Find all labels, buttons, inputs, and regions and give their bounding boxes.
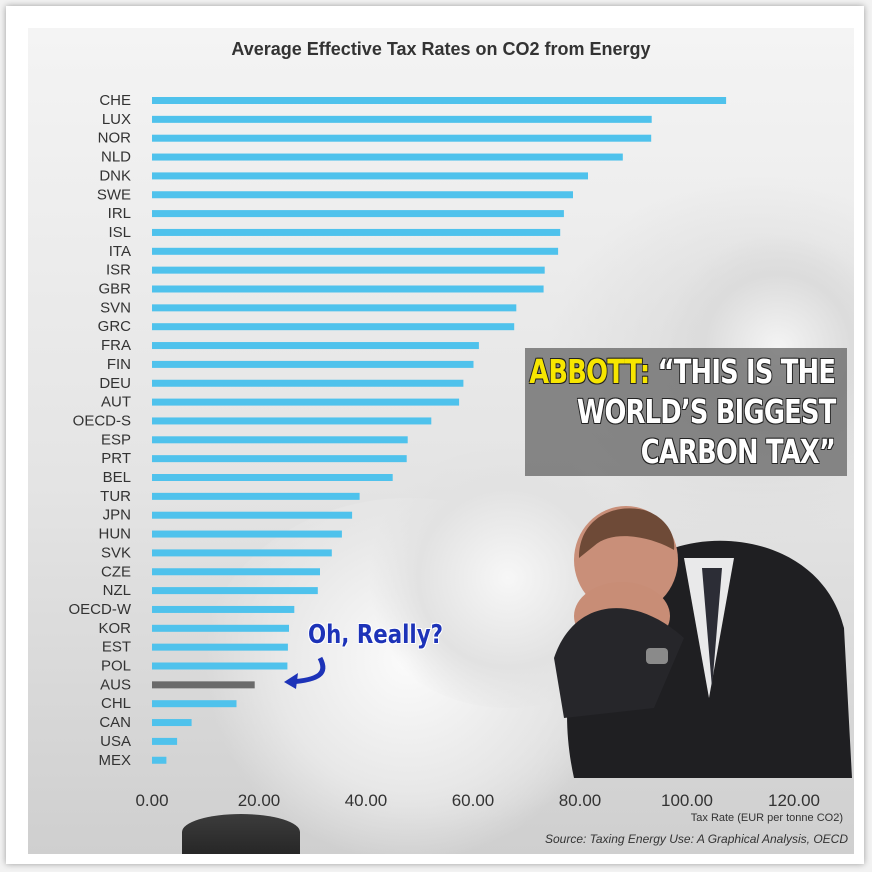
category-label-cze: CZE bbox=[101, 563, 131, 580]
bar-swe bbox=[152, 191, 573, 199]
category-label-fra: FRA bbox=[101, 337, 131, 354]
quote-line-3: CARBON TAX” bbox=[640, 432, 836, 471]
bar-deu bbox=[152, 379, 464, 387]
category-label-oecd-s: OECD-S bbox=[73, 412, 131, 429]
category-label-svn: SVN bbox=[100, 299, 131, 316]
bar-ita bbox=[152, 247, 559, 255]
bar-usa bbox=[152, 737, 178, 745]
x-tick-label: 80.00 bbox=[559, 791, 602, 810]
category-label-deu: DEU bbox=[99, 375, 131, 392]
category-label-oecd-w: OECD-W bbox=[69, 601, 132, 618]
bar-nor bbox=[152, 134, 652, 142]
callout-text: Oh, Really? bbox=[308, 620, 443, 650]
bar-isl bbox=[152, 228, 561, 236]
bar-lux bbox=[152, 115, 652, 123]
category-label-isr: ISR bbox=[106, 262, 131, 279]
category-label-nor: NOR bbox=[98, 130, 132, 147]
category-label-mex: MEX bbox=[98, 752, 131, 769]
category-label-gbr: GBR bbox=[98, 281, 131, 298]
source-note: Source: Taxing Energy Use: A Graphical A… bbox=[545, 832, 848, 846]
x-tick-label: 100.00 bbox=[661, 791, 713, 810]
bar-aus bbox=[152, 681, 255, 689]
bar-isr bbox=[152, 266, 545, 274]
quote-speaker: ABBOTT: bbox=[529, 352, 650, 391]
bar-svn bbox=[152, 304, 517, 312]
category-label-hun: HUN bbox=[99, 526, 132, 543]
bar-nld bbox=[152, 153, 623, 161]
bar-nzl bbox=[152, 587, 318, 595]
category-label-prt: PRT bbox=[101, 450, 131, 467]
quote-line-2: WORLD’S BIGGEST bbox=[576, 392, 835, 431]
bar-esp bbox=[152, 436, 408, 444]
category-label-aut: AUT bbox=[101, 394, 131, 411]
category-label-kor: KOR bbox=[98, 620, 131, 637]
bar-jpn bbox=[152, 511, 353, 519]
bars-group bbox=[152, 97, 727, 764]
category-label-esp: ESP bbox=[101, 431, 131, 448]
bar-pol bbox=[152, 662, 288, 670]
category-label-aus: AUS bbox=[100, 676, 131, 693]
bar-mex bbox=[152, 756, 167, 764]
chart-title: Average Effective Tax Rates on CO2 from … bbox=[231, 39, 650, 59]
bar-irl bbox=[152, 210, 564, 218]
bar-kor bbox=[152, 624, 289, 632]
bar-chl bbox=[152, 700, 237, 708]
bar-cze bbox=[152, 568, 320, 576]
bar-fra bbox=[152, 342, 479, 350]
x-axis-label: Tax Rate (EUR per tonne CO2) bbox=[691, 812, 843, 824]
x-tick-label: 120.00 bbox=[768, 791, 820, 810]
category-label-pol: POL bbox=[101, 658, 131, 675]
category-label-svk: SVK bbox=[101, 544, 131, 561]
category-label-swe: SWE bbox=[97, 186, 131, 203]
category-label-irl: IRL bbox=[108, 205, 131, 222]
category-label-est: EST bbox=[102, 639, 131, 656]
bar-chart: Average Effective Tax Rates on CO2 from … bbox=[69, 39, 849, 846]
bar-aut bbox=[152, 398, 460, 406]
category-label-nld: NLD bbox=[101, 149, 131, 166]
bar-gbr bbox=[152, 285, 544, 293]
category-label-ita: ITA bbox=[109, 243, 131, 260]
image-panel: Average Effective Tax Rates on CO2 from … bbox=[28, 28, 854, 854]
category-label-isl: ISL bbox=[108, 224, 131, 241]
bar-tur bbox=[152, 492, 360, 500]
x-tick-labels: 0.00 20.00 40.00 60.00 80.00 100.00 120.00 bbox=[135, 791, 820, 810]
bar-dnk bbox=[152, 172, 588, 180]
quote-box: ABBOTT: “THIS IS THE WORLD’S BIGGEST CAR… bbox=[525, 348, 847, 476]
category-label-che: CHE bbox=[99, 92, 131, 109]
category-label-grc: GRC bbox=[98, 318, 132, 335]
x-tick-label: 60.00 bbox=[452, 791, 495, 810]
category-label-tur: TUR bbox=[100, 488, 131, 505]
x-tick-label: 40.00 bbox=[345, 791, 388, 810]
category-label-bel: BEL bbox=[103, 469, 131, 486]
category-label-lux: LUX bbox=[102, 111, 131, 128]
category-label-usa: USA bbox=[100, 733, 131, 750]
quote-line-1: ABBOTT: “THIS IS THE bbox=[529, 352, 836, 392]
category-label-can: CAN bbox=[99, 714, 131, 731]
arrow-head-icon bbox=[284, 673, 298, 689]
category-label-jpn: JPN bbox=[103, 507, 131, 524]
bar-fin bbox=[152, 360, 474, 368]
category-label-chl: CHL bbox=[101, 695, 131, 712]
category-label-fin: FIN bbox=[107, 356, 131, 373]
x-tick-label: 0.00 bbox=[135, 791, 168, 810]
bar-che bbox=[152, 97, 727, 104]
man-with-head-in-hands-photo bbox=[554, 506, 852, 778]
bar-oecd-w bbox=[152, 605, 295, 613]
bar-svk bbox=[152, 549, 332, 557]
category-label-nzl: NZL bbox=[103, 582, 131, 599]
x-tick-label: 20.00 bbox=[238, 791, 281, 810]
bar-prt bbox=[152, 455, 407, 463]
bar-can bbox=[152, 719, 192, 727]
quote-text-1: “THIS IS THE bbox=[657, 352, 836, 391]
bar-hun bbox=[152, 530, 342, 538]
category-label-dnk: DNK bbox=[99, 167, 131, 184]
picture-frame: Average Effective Tax Rates on CO2 from … bbox=[6, 6, 864, 864]
bar-bel bbox=[152, 474, 393, 481]
bar-grc bbox=[152, 323, 515, 331]
bar-est bbox=[152, 643, 288, 651]
chimney bbox=[182, 814, 300, 854]
bar-oecd-s bbox=[152, 417, 432, 425]
